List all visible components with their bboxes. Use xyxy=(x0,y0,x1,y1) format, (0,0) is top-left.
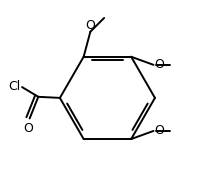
Text: O: O xyxy=(85,19,95,32)
Text: Cl: Cl xyxy=(8,80,20,92)
Text: O: O xyxy=(154,125,164,137)
Text: O: O xyxy=(24,122,33,135)
Text: O: O xyxy=(154,58,164,71)
